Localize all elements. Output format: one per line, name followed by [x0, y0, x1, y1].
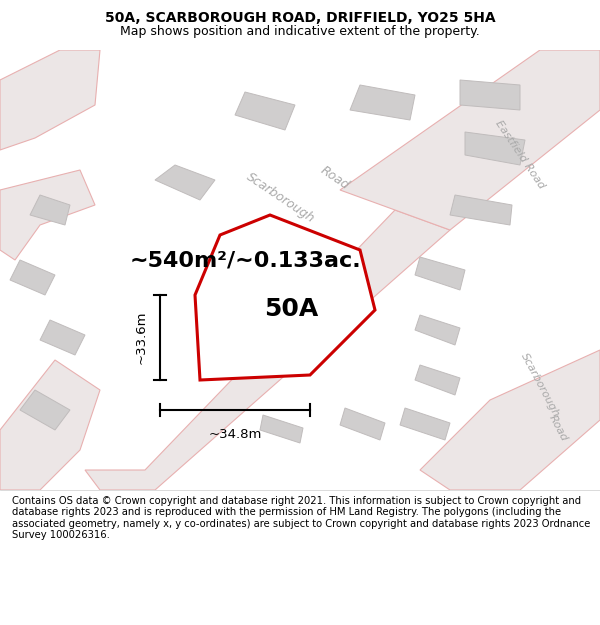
Text: Contains OS data © Crown copyright and database right 2021. This information is : Contains OS data © Crown copyright and d… — [12, 496, 590, 541]
Polygon shape — [10, 260, 55, 295]
Polygon shape — [195, 215, 375, 380]
Text: 50A, SCARBOROUGH ROAD, DRIFFIELD, YO25 5HA: 50A, SCARBOROUGH ROAD, DRIFFIELD, YO25 5… — [104, 11, 496, 25]
Polygon shape — [460, 80, 520, 110]
Polygon shape — [40, 320, 85, 355]
Polygon shape — [350, 85, 415, 120]
Text: ~540m²/~0.133ac.: ~540m²/~0.133ac. — [130, 250, 362, 270]
Text: Scarborough: Scarborough — [519, 351, 561, 419]
Text: ~34.8m: ~34.8m — [208, 428, 262, 441]
Polygon shape — [260, 415, 303, 443]
Text: Road: Road — [547, 413, 569, 443]
Text: Scarborough: Scarborough — [244, 171, 317, 226]
Polygon shape — [340, 408, 385, 440]
Polygon shape — [420, 350, 600, 490]
Text: Map shows position and indicative extent of the property.: Map shows position and indicative extent… — [120, 24, 480, 38]
Polygon shape — [0, 360, 100, 490]
Polygon shape — [20, 390, 70, 430]
Polygon shape — [400, 408, 450, 440]
Polygon shape — [415, 257, 465, 290]
Polygon shape — [30, 195, 70, 225]
Polygon shape — [450, 195, 512, 225]
Polygon shape — [85, 210, 450, 490]
Polygon shape — [0, 50, 100, 150]
Text: 50A: 50A — [263, 298, 318, 321]
Polygon shape — [340, 50, 600, 230]
Polygon shape — [465, 132, 525, 165]
Polygon shape — [0, 170, 95, 260]
Polygon shape — [155, 165, 215, 200]
Text: ~33.6m: ~33.6m — [135, 310, 148, 364]
Polygon shape — [415, 365, 460, 395]
Text: Eastfield Road: Eastfield Road — [493, 119, 547, 191]
Text: Road: Road — [318, 164, 352, 192]
Polygon shape — [235, 92, 295, 130]
Polygon shape — [415, 315, 460, 345]
